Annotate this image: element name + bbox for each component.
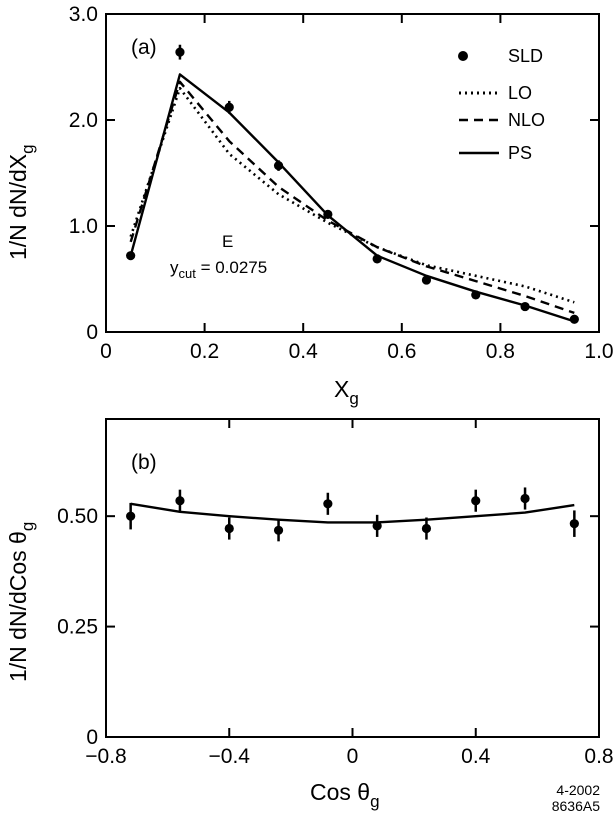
panel-a-xtick-label: 0.8 — [486, 340, 515, 363]
panel-a-xlabel: Xg — [334, 376, 359, 408]
legend-nlo-label: NLO — [508, 110, 545, 130]
panel-a-nlo-line — [129, 80, 575, 315]
legend-sld-marker — [458, 51, 468, 61]
panel-a-ps-line — [129, 73, 575, 323]
panel-b-sld-point — [323, 499, 333, 509]
panel-a-series — [126, 44, 579, 324]
panel-a-ytick-label: 2.0 — [69, 109, 98, 132]
panel-b-xtick-label: −0.8 — [85, 745, 126, 768]
panel-b-sld-point — [126, 511, 136, 521]
panel-b-xlabel: Cos θg — [310, 779, 380, 811]
panel-a-ytick-label: 1.0 — [69, 215, 98, 238]
panel-a-sld-point — [175, 47, 185, 57]
panel-b-xtick-label: −0.4 — [209, 745, 251, 768]
panel-b-frame — [105, 418, 600, 738]
panel-a-xtick-label: 0.2 — [190, 340, 219, 363]
panel-a: 0 0.2 0.4 0.6 0.8 1.0 0 1.0 2.0 3.0 (a) SLD LO NL… — [5, 3, 614, 408]
panel-b-xtick-label: 0.4 — [461, 745, 491, 768]
legend-ps-label: PS — [508, 143, 532, 163]
panel-b-sld-point — [520, 493, 530, 504]
panel-b-ytick-label: 0 — [86, 726, 98, 749]
panel-b-sld-point — [175, 496, 185, 506]
panel-b-ps-line — [130, 502, 575, 524]
panel-a-ytick-label: 0 — [86, 321, 98, 344]
panel-a-legend: SLD LO NLO PS — [458, 46, 545, 163]
panel-b-sld-point — [273, 525, 284, 535]
panel-b-sld-point — [471, 496, 481, 506]
legend-sld-label: SLD — [508, 46, 543, 66]
panel-b-xtick-label: 0 — [347, 745, 359, 768]
panel-b-xtick-label: 0.8 — [584, 745, 613, 768]
footer-code: 8636A5 — [552, 798, 600, 814]
panel-a-xtick-label: 1.0 — [584, 340, 613, 363]
legend-lo-label: LO — [508, 83, 532, 103]
panel-b-series — [126, 487, 579, 542]
panel-b-sld-point — [569, 519, 579, 529]
panel-b-label: (b) — [131, 451, 157, 474]
panel-a-label: (a) — [131, 36, 157, 59]
panel-a-ytick-label: 3.0 — [69, 3, 98, 26]
panel-b-ytick-label: 0.50 — [57, 505, 98, 528]
panel-b-sld-point — [421, 523, 432, 534]
panel-a-frame — [105, 13, 600, 333]
panel-b-sld-point — [224, 523, 234, 534]
panel-a-ylabel: 1/N dN/dXg — [5, 144, 37, 260]
panel-b: −0.8 −0.4 0 0.4 0.8 0 0.25 0.50 (b) Cos θg 1/N … — [5, 418, 614, 811]
panel-b-ytick-label: 0.25 — [57, 616, 98, 639]
annotation-e: E — [222, 232, 233, 251]
panel-a-xtick-label: 0.6 — [387, 340, 416, 363]
panel-b-ticks: −0.8 −0.4 0 0.4 0.8 0 0.25 0.50 — [57, 419, 614, 768]
panel-a-ticks: 0 0.2 0.4 0.6 0.8 1.0 0 1.0 2.0 3.0 — [69, 3, 614, 363]
footer-date: 4-2002 — [556, 782, 600, 798]
panel-b-ylabel: 1/N dN/dCos θg — [5, 522, 37, 682]
panel-a-xtick-label: 0.4 — [289, 340, 319, 363]
annotation-ycut: ycut = 0.0275 — [170, 258, 267, 281]
panel-a-xtick-label: 0 — [100, 340, 112, 363]
